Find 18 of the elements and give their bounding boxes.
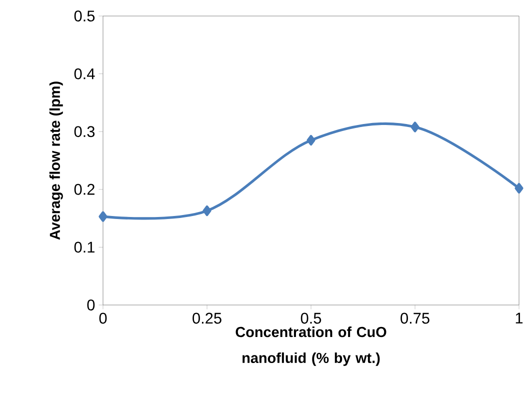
point [202, 205, 212, 216]
x-tick-label: 1 [516, 312, 523, 324]
point [410, 122, 420, 132]
y-tick-label: 0.1 [74, 242, 94, 253]
point [514, 182, 524, 194]
y-tick-label: 0.3 [74, 126, 95, 138]
x-tick-label: 0.75 [400, 312, 430, 324]
point [98, 211, 108, 222]
x-tick-label: 0.5 [300, 312, 322, 324]
y-axis-title: Average flow rate (lpm) [49, 82, 63, 240]
y-tick-label: 0.4 [74, 68, 95, 80]
x-tick-label: 0.25 [192, 312, 222, 324]
x-tick-label: 0 [99, 312, 107, 324]
y-tick-label: 0.2 [74, 184, 94, 195]
y-tick-label: 0 [87, 300, 95, 310]
x-axis-title: Concentration of CuO nanofluid (% by wt.) [236, 326, 386, 366]
point [306, 134, 316, 146]
y-tick-label: 0.5 [74, 10, 95, 22]
